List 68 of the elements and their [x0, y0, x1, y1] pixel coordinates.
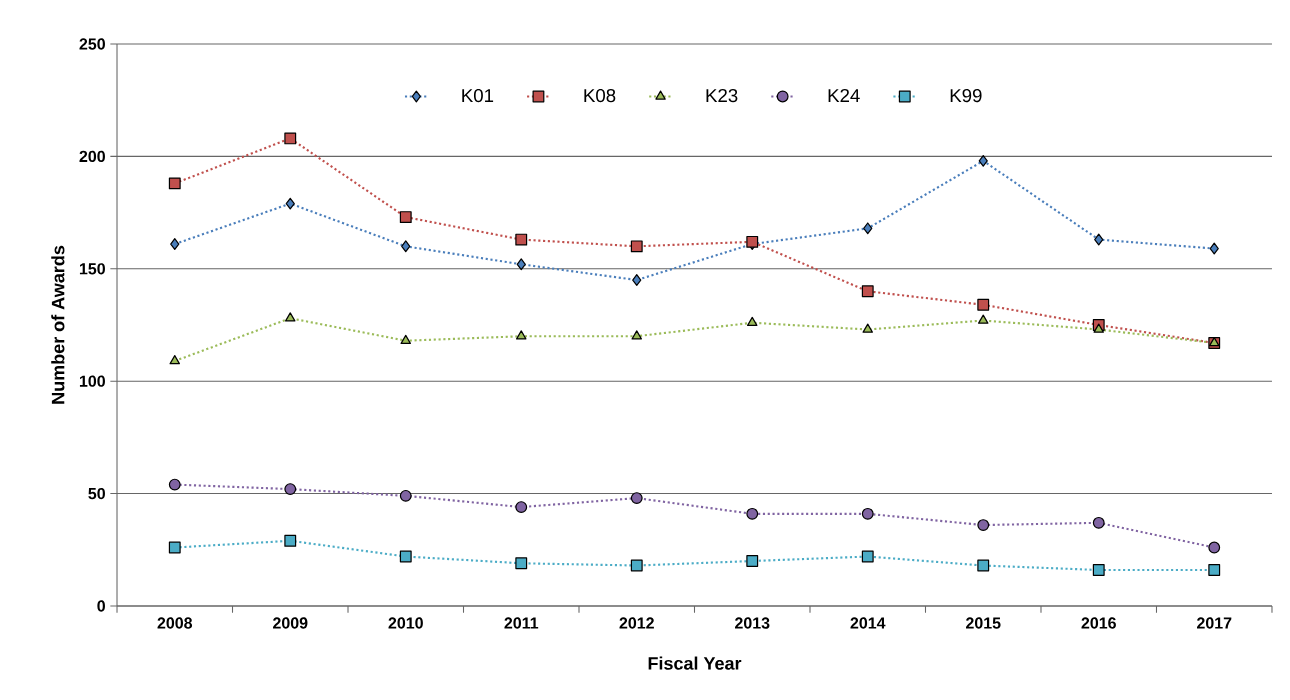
x-tick-label: 2013: [735, 617, 770, 629]
point: [284, 483, 297, 496]
point: [399, 550, 412, 563]
point: [284, 132, 297, 145]
y-tick-label: 100: [79, 375, 105, 387]
point: [977, 519, 990, 531]
legend-label: K23: [706, 88, 738, 103]
x-axis-title: Fiscal Year: [648, 656, 742, 670]
point: [515, 501, 528, 514]
point: [978, 314, 989, 324]
point: [863, 222, 873, 235]
point: [516, 258, 526, 271]
point: [630, 492, 643, 505]
y-tick-label: 200: [79, 150, 105, 163]
point: [862, 323, 873, 333]
point: [978, 154, 988, 167]
point: [1208, 564, 1221, 576]
point: [515, 233, 528, 246]
point: [285, 197, 295, 210]
point: [168, 541, 181, 554]
legend-label: K01: [462, 88, 494, 103]
legend-label: K99: [950, 88, 982, 103]
point: [399, 211, 412, 224]
x-tick-label: 2010: [388, 617, 423, 629]
point: [747, 316, 758, 327]
point: [746, 507, 759, 520]
x-tick-label: 2011: [504, 617, 539, 629]
x-tick-label: 2014: [850, 617, 886, 629]
point: [400, 334, 411, 344]
point: [1208, 541, 1221, 554]
point: [861, 285, 874, 298]
x-tick-label: 2009: [273, 617, 308, 629]
point: [1093, 323, 1104, 333]
y-tick-label: 0: [97, 600, 105, 612]
point: [284, 534, 297, 547]
point: [1094, 233, 1104, 246]
legend-label: K24: [828, 88, 860, 102]
y-tick-label: 50: [88, 487, 105, 500]
point: [632, 274, 642, 286]
point: [515, 557, 528, 570]
point: [399, 489, 412, 502]
point: [861, 550, 874, 563]
x-tick-label: 2008: [157, 617, 193, 629]
x-tick-label: 2015: [966, 617, 1001, 629]
point: [631, 330, 642, 340]
point: [1209, 242, 1219, 255]
point: [285, 312, 296, 322]
point: [401, 240, 411, 253]
point: [168, 177, 181, 190]
point: [861, 507, 874, 520]
point: [169, 355, 180, 365]
x-tick-label: 2017: [1197, 617, 1232, 629]
point: [168, 478, 181, 491]
point: [170, 238, 180, 250]
point: [630, 559, 643, 572]
point: [1092, 516, 1105, 529]
x-tick-label: 2016: [1081, 617, 1116, 629]
legend-label: K08: [584, 88, 616, 103]
point: [1092, 564, 1105, 576]
point: [746, 555, 759, 567]
x-tick-label: 2012: [619, 617, 654, 629]
y-tick-label: 150: [79, 263, 105, 275]
point: [977, 298, 990, 311]
y-axis-title: Number of Awards: [51, 245, 65, 404]
point: [516, 330, 527, 340]
point: [630, 240, 643, 253]
point: [977, 559, 990, 572]
y-tick-label: 250: [79, 38, 105, 50]
